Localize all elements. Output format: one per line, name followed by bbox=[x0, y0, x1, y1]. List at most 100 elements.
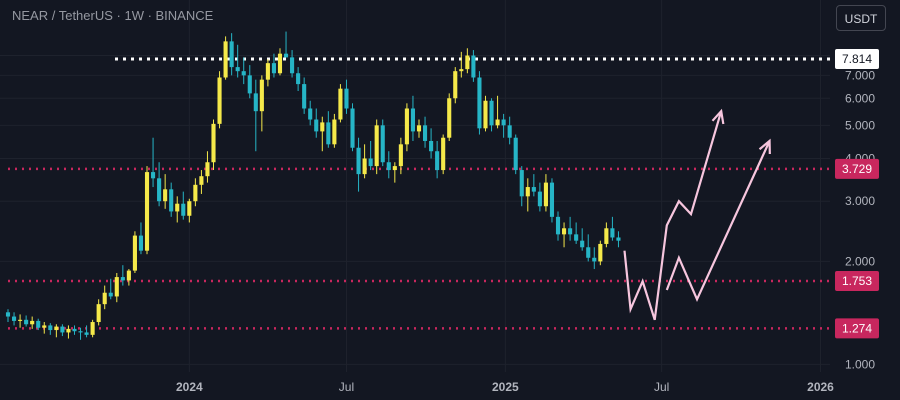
candle-74 bbox=[453, 67, 458, 104]
candle-20 bbox=[126, 269, 131, 286]
level-label-3: 1.274 bbox=[835, 318, 879, 339]
candle-79 bbox=[483, 95, 488, 132]
candle-52 bbox=[320, 116, 325, 152]
candle-11 bbox=[72, 325, 77, 335]
y-tick-label-1: 2.000 bbox=[845, 254, 875, 268]
candle-body-9 bbox=[60, 326, 65, 333]
candle-body-74 bbox=[453, 71, 458, 99]
y-tick-label-6: 7.000 bbox=[845, 68, 875, 82]
candle-95 bbox=[580, 228, 585, 251]
candle-76 bbox=[465, 48, 470, 74]
candle-69 bbox=[422, 116, 428, 148]
candle-body-54 bbox=[332, 119, 337, 145]
candle-96 bbox=[586, 234, 591, 262]
candle-46 bbox=[283, 31, 289, 58]
candle-9 bbox=[60, 324, 65, 337]
x-tick-label-3: Jul bbox=[654, 380, 669, 394]
projection-path-1 bbox=[665, 140, 771, 302]
candle-101 bbox=[616, 231, 621, 248]
candle-24 bbox=[151, 137, 156, 188]
currency-button[interactable]: USDT bbox=[836, 5, 886, 31]
candle-54 bbox=[332, 113, 337, 148]
candle-91 bbox=[555, 211, 561, 241]
candle-body-32 bbox=[199, 176, 204, 185]
candle-75 bbox=[459, 51, 464, 78]
candle-body-46 bbox=[283, 53, 289, 58]
candle-body-25 bbox=[157, 178, 162, 202]
candle-body-13 bbox=[84, 332, 89, 335]
candle-86 bbox=[525, 178, 530, 212]
candle-93 bbox=[568, 216, 573, 241]
candle-1 bbox=[11, 312, 17, 326]
candle-7 bbox=[48, 323, 53, 335]
y-tick-label-5: 6.000 bbox=[845, 91, 875, 105]
candle-body-49 bbox=[302, 84, 307, 109]
candle-body-101 bbox=[616, 237, 621, 241]
candle-body-45 bbox=[277, 53, 283, 74]
candle-body-17 bbox=[108, 292, 113, 297]
candle-32 bbox=[199, 170, 204, 194]
candle-body-92 bbox=[562, 228, 567, 235]
candle-3 bbox=[24, 315, 29, 327]
candle-body-91 bbox=[555, 216, 561, 235]
candle-64 bbox=[392, 162, 397, 183]
candle-87 bbox=[531, 174, 536, 197]
candle-55 bbox=[338, 84, 343, 123]
candle-body-11 bbox=[72, 328, 77, 332]
candle-65 bbox=[398, 137, 403, 175]
level-label-0: 7.814 bbox=[835, 49, 879, 70]
level-label-text-2: 1.753 bbox=[842, 274, 872, 288]
y-tick-label-4: 5.000 bbox=[845, 118, 875, 132]
candle-body-20 bbox=[126, 270, 131, 281]
candle-body-43 bbox=[265, 63, 270, 80]
candle-50 bbox=[308, 100, 313, 126]
candle-60 bbox=[368, 140, 373, 171]
candle-15 bbox=[96, 299, 101, 326]
time-axis[interactable]: 2024 Jul 2025 Jul 2026 bbox=[176, 380, 834, 394]
candle-body-58 bbox=[356, 147, 361, 175]
projection-arrows bbox=[623, 108, 771, 321]
candle-42 bbox=[259, 75, 264, 132]
candle-body-76 bbox=[465, 55, 470, 70]
candle-body-19 bbox=[120, 277, 125, 281]
x-tick-label-4: 2026 bbox=[807, 380, 834, 394]
candle-body-93 bbox=[568, 228, 573, 235]
candle-61 bbox=[374, 119, 379, 175]
candle-body-36 bbox=[223, 41, 228, 78]
level-label-1: 3.729 bbox=[835, 158, 879, 179]
candle-body-61 bbox=[374, 125, 379, 167]
candle-67 bbox=[410, 95, 416, 141]
candle-41 bbox=[253, 79, 258, 152]
candle-body-55 bbox=[338, 88, 343, 120]
candle-body-100 bbox=[610, 228, 615, 238]
candle-body-12 bbox=[78, 331, 83, 333]
x-tick-label-1: Jul bbox=[339, 380, 354, 394]
candle-body-34 bbox=[211, 123, 216, 163]
candle-body-77 bbox=[471, 55, 476, 78]
candle-80 bbox=[489, 98, 494, 132]
candle-37 bbox=[229, 33, 234, 76]
candle-30 bbox=[187, 198, 192, 223]
candle-66 bbox=[404, 103, 409, 152]
candle-body-8 bbox=[54, 326, 59, 331]
candle-body-67 bbox=[410, 108, 416, 132]
candle-body-72 bbox=[441, 137, 446, 171]
candle-22 bbox=[138, 222, 144, 255]
candle-97 bbox=[592, 247, 597, 270]
candle-53 bbox=[326, 111, 331, 148]
price-levels bbox=[8, 57, 830, 330]
candle-56 bbox=[344, 79, 349, 114]
candle-body-7 bbox=[48, 325, 53, 331]
candle-98 bbox=[598, 240, 603, 266]
candle-body-75 bbox=[459, 69, 464, 72]
candle-body-63 bbox=[386, 162, 391, 171]
candle-body-51 bbox=[314, 119, 319, 132]
candle-body-6 bbox=[42, 325, 47, 328]
candle-33 bbox=[205, 151, 210, 183]
candle-body-14 bbox=[90, 322, 95, 335]
candle-59 bbox=[362, 144, 367, 179]
candle-36 bbox=[223, 36, 228, 80]
candle-27 bbox=[169, 182, 174, 217]
